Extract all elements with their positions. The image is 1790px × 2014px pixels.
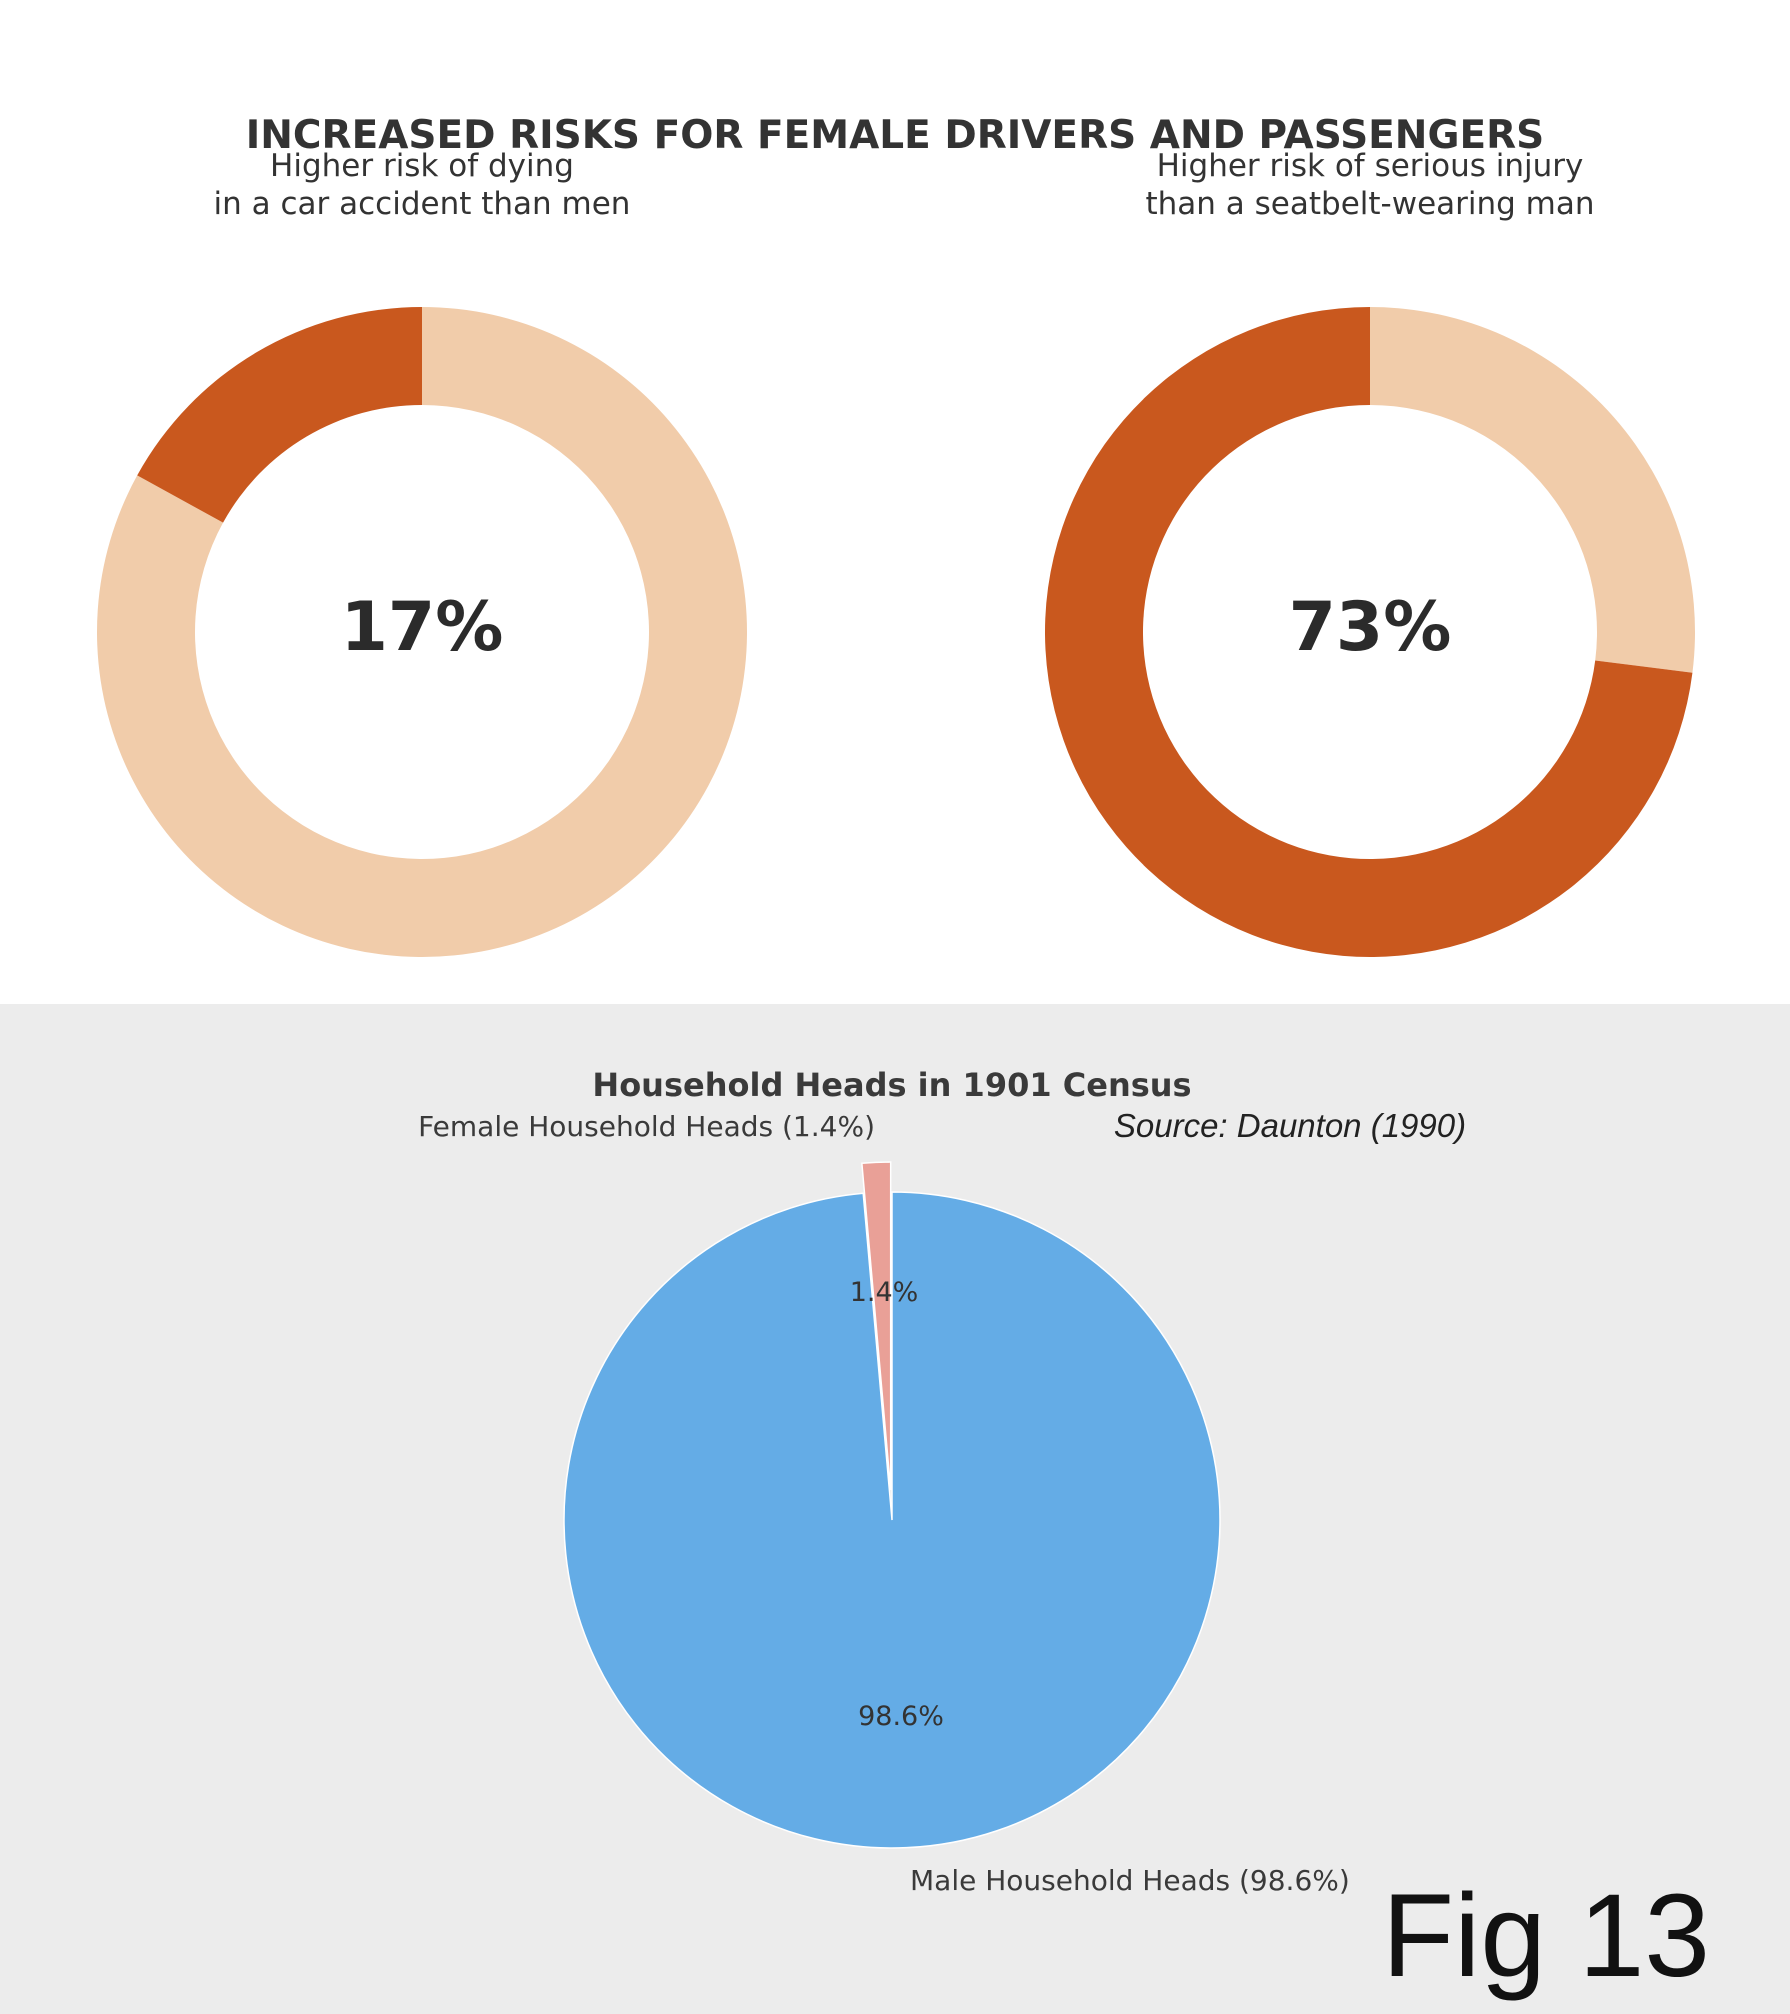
donut-right: 73% [1045, 307, 1695, 957]
bottom-panel: Household Heads in 1901 Census Source: D… [0, 1004, 1790, 2014]
pie-title: Household Heads in 1901 Census [592, 1066, 1191, 1104]
main-title: INCREASED RISKS FOR FEMALE DRIVERS AND P… [246, 113, 1544, 158]
donut-left-highlight-segment [137, 307, 423, 523]
donut-left: 17% [97, 307, 748, 957]
pie-pct-label-female: 1.4% [850, 1277, 919, 1308]
donut-right-subtitle-line-2: than a seatbelt-wearing man [1145, 186, 1594, 222]
pie-slice-male [563, 1191, 1221, 1849]
pie-label-female: Female Household Heads (1.4%) [418, 1110, 875, 1143]
donut-left-subtitle-line-2: in a car accident than men [214, 186, 631, 222]
donut-right-subtitle-line-1: Higher risk of serious injury [1157, 148, 1584, 184]
donut-right-base-segment [1370, 307, 1695, 673]
top-chart-svg: INCREASED RISKS FOR FEMALE DRIVERS AND P… [97, 113, 1695, 957]
bottom-chart-svg: Household Heads in 1901 Census Source: D… [418, 1066, 1710, 2002]
pie-slice-female [861, 1161, 892, 1491]
donut-left-base-segment [97, 307, 748, 957]
donut-left-center-label: 17% [341, 588, 504, 667]
donut-right-center-label: 73% [1289, 588, 1452, 667]
pie-pct-label-male: 98.6% [858, 1701, 944, 1732]
donut-right-highlight-segment [1045, 307, 1693, 957]
pie-label-male: Male Household Heads (98.6%) [910, 1864, 1350, 1897]
source-label: Source: Daunton (1990) [1114, 1107, 1466, 1144]
top-panel: INCREASED RISKS FOR FEMALE DRIVERS AND P… [0, 0, 1790, 1004]
donut-left-subtitle-line-1: Higher risk of dying [270, 148, 574, 184]
figure-label: Fig 13 [1382, 1870, 1710, 2002]
